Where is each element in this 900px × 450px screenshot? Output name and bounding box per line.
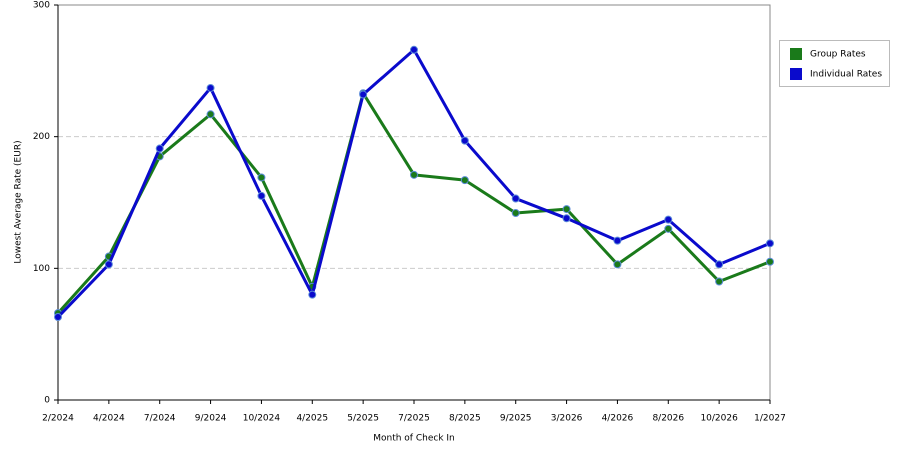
x-tick-label: 7/2025 xyxy=(398,414,430,424)
y-tick-label: 300 xyxy=(33,1,50,11)
data-point xyxy=(613,260,622,269)
data-point xyxy=(562,205,571,214)
y-tick-label: 100 xyxy=(33,264,50,274)
legend-swatch xyxy=(790,48,802,60)
x-tick-label: 8/2026 xyxy=(652,414,684,424)
legend-swatch xyxy=(790,68,802,80)
x-axis-label: Month of Check In xyxy=(373,434,455,444)
x-tick-label: 3/2026 xyxy=(551,414,583,424)
data-point xyxy=(359,90,368,99)
data-point xyxy=(308,290,317,299)
x-tick-label: 10/2024 xyxy=(243,414,281,424)
legend-label: Individual Rates xyxy=(810,70,882,80)
plot-area xyxy=(57,4,771,401)
data-point xyxy=(104,260,113,269)
x-tick-label: 8/2025 xyxy=(449,414,481,424)
y-axis-label: Lowest Average Rate (EUR) xyxy=(14,140,24,263)
y-tick-label: 0 xyxy=(44,396,50,406)
x-tick-label: 4/2026 xyxy=(602,414,634,424)
data-point xyxy=(562,214,571,223)
x-tick-label: 4/2025 xyxy=(296,414,328,424)
legend-label: Group Rates xyxy=(810,50,866,60)
data-point xyxy=(155,144,164,153)
data-point xyxy=(511,209,520,218)
data-point xyxy=(257,191,266,200)
data-point xyxy=(460,136,469,145)
x-tick-label: 10/2026 xyxy=(700,414,738,424)
data-point xyxy=(460,176,469,185)
x-tick-label: 2/2024 xyxy=(42,414,74,424)
data-point xyxy=(766,257,774,266)
series-line xyxy=(56,48,771,319)
data-point xyxy=(54,313,62,322)
data-point xyxy=(664,224,673,233)
x-tick-label: 9/2025 xyxy=(500,414,532,424)
data-point xyxy=(715,260,724,269)
data-point xyxy=(206,110,215,119)
data-point xyxy=(206,83,215,92)
series-line xyxy=(56,91,771,315)
y-tick-label: 200 xyxy=(33,132,50,142)
data-point xyxy=(766,239,774,248)
data-point xyxy=(410,45,418,54)
data-point xyxy=(511,194,520,203)
x-tick-label: 1/2027 xyxy=(754,414,786,424)
data-point xyxy=(410,170,418,179)
x-tick-label: 9/2024 xyxy=(195,414,227,424)
data-point xyxy=(715,277,724,286)
x-tick-label: 4/2024 xyxy=(93,414,125,424)
x-tick-label: 7/2024 xyxy=(144,414,176,424)
data-point xyxy=(257,173,266,182)
x-tick-label: 5/2025 xyxy=(347,414,379,424)
data-point xyxy=(664,215,673,224)
data-point xyxy=(613,236,622,245)
